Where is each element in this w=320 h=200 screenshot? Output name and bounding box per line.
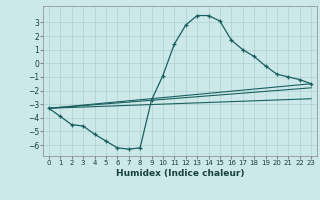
- X-axis label: Humidex (Indice chaleur): Humidex (Indice chaleur): [116, 169, 244, 178]
